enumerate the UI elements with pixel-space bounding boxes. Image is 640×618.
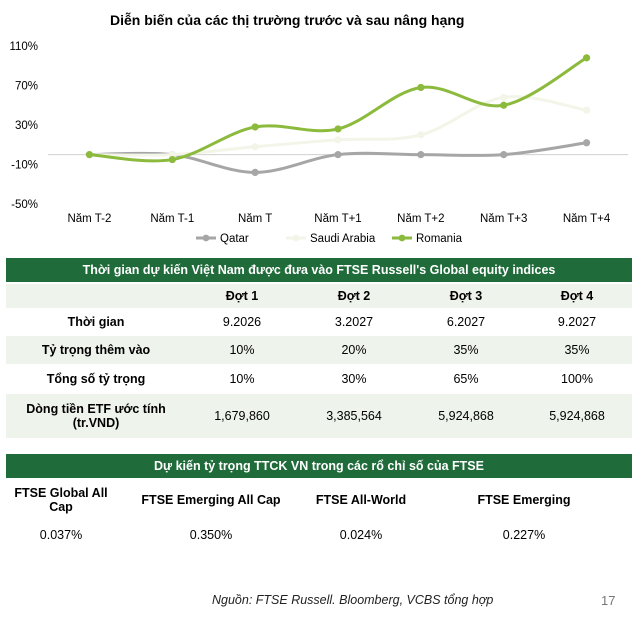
x-tick-label: Năm T-2 <box>67 213 111 225</box>
header-cell: Đợt 3 <box>410 284 522 308</box>
legend-label: Qatar <box>220 233 249 245</box>
data-point-saudi-arabia <box>417 131 425 139</box>
row-label: Tỷ trọng thêm vào <box>6 336 186 364</box>
data-point-romania <box>251 123 259 131</box>
table-cell: 0.350% <box>189 528 233 542</box>
chart-title: Diễn biến của các thị trường trước và sa… <box>110 12 465 28</box>
legend-label: Saudi Arabia <box>310 233 376 245</box>
table-cell: 0.024% <box>339 528 383 542</box>
x-tick-label: Năm T+1 <box>314 213 361 225</box>
table-cell: 5,924,868 <box>522 394 632 438</box>
legend-marker-qatar <box>202 234 210 242</box>
table-cell: 3.2027 <box>334 315 374 329</box>
header-cell: FTSE Emerging All Cap <box>141 493 281 507</box>
data-point-saudi-arabia <box>582 106 591 114</box>
data-point-saudi-arabia <box>168 151 176 159</box>
table1-title: Thời gian dự kiến Việt Nam được đưa vào … <box>6 258 632 282</box>
data-point-qatar <box>500 151 508 159</box>
table-row: Thời gian 9.2026 3.2027 6.2027 9.2027 <box>6 308 632 336</box>
table-row: Dòng tiền ETF ước tính (tr.VND) 1,679,86… <box>6 394 632 438</box>
table-cell: 35% <box>410 336 522 364</box>
data-point-qatar <box>582 139 591 147</box>
header-cell: FTSE Global All Cap <box>14 486 108 514</box>
data-point-saudi-arabia <box>334 136 342 144</box>
data-point-qatar <box>251 168 259 176</box>
table-cell: 9.2026 <box>222 315 262 329</box>
source-note: Nguồn: FTSE Russell. Bloomberg, VCBS tổn… <box>212 593 494 607</box>
data-point-qatar <box>334 151 342 159</box>
data-point-saudi-arabia <box>500 93 508 101</box>
data-point-romania <box>500 101 508 109</box>
x-tick-label: Năm T+4 <box>563 213 611 225</box>
table-cell: 35% <box>522 336 632 364</box>
table-cell: 65% <box>453 372 479 386</box>
header-cell: FTSE All-World <box>315 493 407 507</box>
header-cell: Đợt 4 <box>522 284 632 308</box>
table2-title: Dự kiến tỷ trọng TTCK VN trong các rổ ch… <box>6 454 632 478</box>
header-cell: Đợt 1 <box>186 284 298 308</box>
table-cell: 6.2027 <box>446 315 486 329</box>
table-cell: 20% <box>298 336 410 364</box>
ftse-weight-table: FTSE Global All Cap FTSE Emerging All Ca… <box>6 480 632 550</box>
table-row: Tổng số tỷ trọng 10% 30% 65% 100% <box>6 364 632 394</box>
table-cell: 1,679,860 <box>186 394 298 438</box>
y-tick-label: -10% <box>11 160 38 172</box>
header-cell: FTSE Emerging <box>477 493 571 507</box>
table-cell: 0.227% <box>502 528 546 542</box>
table-cell: 10% <box>186 336 298 364</box>
x-tick-label: Năm T <box>238 213 272 225</box>
row-label: Thời gian <box>67 315 125 329</box>
y-tick-label: 30% <box>15 120 38 132</box>
x-tick-label: Năm T-1 <box>150 213 194 225</box>
x-tick-label: Năm T+2 <box>397 213 444 225</box>
data-point-romania <box>417 83 425 92</box>
table-cell: 9.2027 <box>557 315 597 329</box>
schedule-table: Đợt 1 Đợt 2 Đợt 3 Đợt 4 Thời gian 9.2026… <box>6 284 632 438</box>
table-header-row: Đợt 1 Đợt 2 Đợt 3 Đợt 4 <box>6 284 632 308</box>
table-cell: 10% <box>229 372 255 386</box>
table-cell: 3,385,564 <box>298 394 410 438</box>
x-tick-label: Năm T+3 <box>480 213 527 225</box>
row-label: Tổng số tỷ trọng <box>46 372 146 386</box>
y-tick-label: 110% <box>9 41 38 53</box>
table-header-row: FTSE Global All Cap FTSE Emerging All Ca… <box>6 480 632 520</box>
table-cell: 0.037% <box>39 528 83 542</box>
line-chart: 110% 70% 30% -10% -50% Năm T-2 Năm T-1 Năm T Năm… <box>9 41 628 245</box>
table-cell: 100% <box>561 372 593 386</box>
table-row: 0.037% 0.350% 0.024% 0.227% <box>6 520 632 550</box>
data-point-saudi-arabia <box>251 143 259 151</box>
table-cell: 30% <box>341 372 367 386</box>
data-point-romania <box>168 155 176 164</box>
data-point-qatar <box>417 151 425 159</box>
y-tick-label: 70% <box>15 81 38 93</box>
y-tick-label: -50% <box>11 199 38 211</box>
table-cell: 5,924,868 <box>410 394 522 438</box>
legend-label: Romania <box>416 233 463 245</box>
data-point-romania <box>582 54 591 62</box>
data-point-romania <box>85 151 94 159</box>
header-cell: Đợt 2 <box>298 284 410 308</box>
legend-marker-saudi-arabia <box>292 234 300 242</box>
series-line-romania <box>89 56 588 163</box>
table-row: Tỷ trọng thêm vào 10% 20% 35% 35% <box>6 336 632 364</box>
header-cell <box>6 284 186 308</box>
page-number: 17 <box>601 593 616 608</box>
data-point-romania <box>334 125 342 133</box>
row-label: Dòng tiền ETF ước tính (tr.VND) <box>6 394 186 438</box>
legend-marker-romania <box>398 234 406 242</box>
